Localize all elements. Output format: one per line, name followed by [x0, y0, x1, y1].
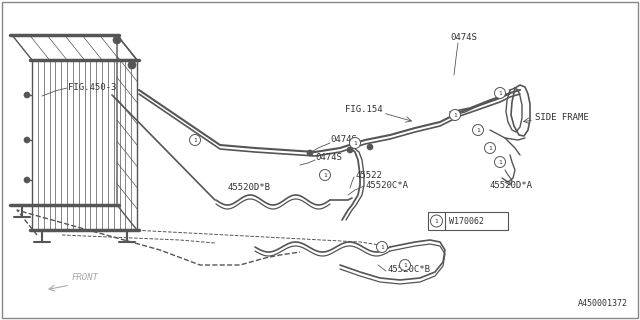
Text: 1: 1	[488, 146, 492, 151]
Circle shape	[24, 137, 30, 143]
Circle shape	[24, 177, 30, 183]
Text: 45522: 45522	[355, 171, 382, 180]
Circle shape	[128, 61, 136, 69]
Circle shape	[449, 109, 461, 121]
Circle shape	[484, 142, 495, 154]
Text: 1: 1	[380, 245, 384, 250]
Circle shape	[349, 138, 360, 148]
Circle shape	[399, 260, 410, 270]
Circle shape	[495, 156, 506, 167]
Text: 45520C*A: 45520C*A	[365, 180, 408, 189]
Text: FIG.154: FIG.154	[346, 106, 383, 115]
Circle shape	[376, 242, 387, 252]
Text: FRONT: FRONT	[72, 274, 99, 283]
Text: 45520D*B: 45520D*B	[228, 183, 271, 193]
Text: 1: 1	[323, 173, 327, 178]
Circle shape	[319, 170, 330, 180]
Text: FIG.450-3: FIG.450-3	[68, 83, 116, 92]
Text: 1: 1	[476, 128, 480, 133]
Circle shape	[495, 87, 506, 99]
Text: 45520D*A: 45520D*A	[490, 180, 533, 189]
Text: A450001372: A450001372	[578, 299, 628, 308]
Text: 1: 1	[435, 219, 438, 224]
Text: W170062: W170062	[449, 217, 484, 226]
Bar	[428, 212, 508, 230]
Text: 45520C*B: 45520C*B	[388, 266, 431, 275]
Circle shape	[472, 124, 483, 135]
Text: 0474S: 0474S	[330, 135, 357, 145]
Circle shape	[24, 92, 30, 98]
Circle shape	[189, 134, 200, 146]
Text: 0474S: 0474S	[315, 154, 342, 163]
Text: 1: 1	[453, 113, 457, 118]
Circle shape	[431, 215, 442, 227]
Circle shape	[367, 144, 373, 150]
Text: SIDE FRAME: SIDE FRAME	[535, 114, 589, 123]
Circle shape	[113, 36, 121, 44]
Circle shape	[347, 147, 353, 153]
Text: 1: 1	[353, 141, 357, 146]
Text: 1: 1	[403, 263, 407, 268]
Text: 1: 1	[498, 160, 502, 165]
Text: 1: 1	[193, 138, 197, 143]
Text: 1: 1	[498, 91, 502, 96]
Text: 0474S: 0474S	[450, 34, 477, 43]
Circle shape	[307, 150, 313, 156]
